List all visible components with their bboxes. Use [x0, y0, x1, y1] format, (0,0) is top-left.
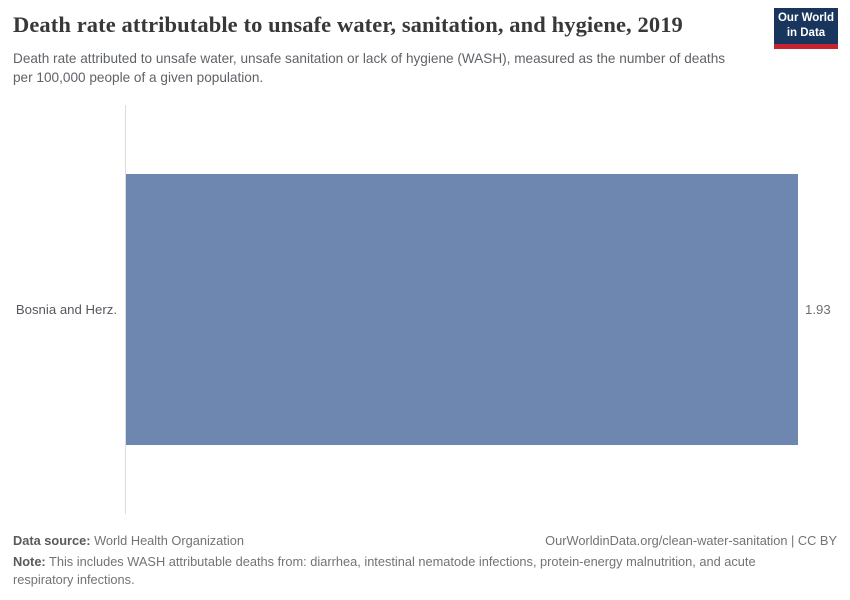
footer-note: Note: This includes WASH attributable de…	[13, 553, 783, 590]
data-source-label: Data source:	[13, 533, 91, 548]
chart-footer: Data source: World Health Organization O…	[13, 532, 837, 590]
entity-label: Bosnia and Herz.	[15, 302, 117, 317]
chart-rows: Bosnia and Herz. 1.93	[0, 105, 850, 514]
bar[interactable]	[126, 174, 798, 445]
owid-logo-line2: in Data	[786, 27, 826, 39]
data-source: Data source: World Health Organization	[13, 532, 244, 551]
y-axis-line	[125, 105, 126, 514]
owid-link[interactable]: OurWorldinData.org/clean-water-sanitatio…	[545, 533, 837, 548]
footer-sources-row: Data source: World Health Organization O…	[13, 532, 837, 551]
bar-track	[126, 174, 798, 445]
owid-logo[interactable]: Our World in Data	[774, 8, 838, 49]
chart-row: Bosnia and Herz. 1.93	[0, 105, 850, 514]
data-source-value: World Health Organization	[90, 533, 244, 548]
owid-logo-line1: Our World	[777, 12, 834, 25]
chart-subtitle: Death rate attributed to unsafe water, u…	[13, 51, 726, 86]
note-text: This includes WASH attributable deaths f…	[13, 553, 756, 588]
note-label: Note:	[13, 553, 46, 569]
chart-title: Death rate attributable to unsafe water,…	[13, 12, 683, 37]
value-label: 1.93	[805, 302, 831, 317]
